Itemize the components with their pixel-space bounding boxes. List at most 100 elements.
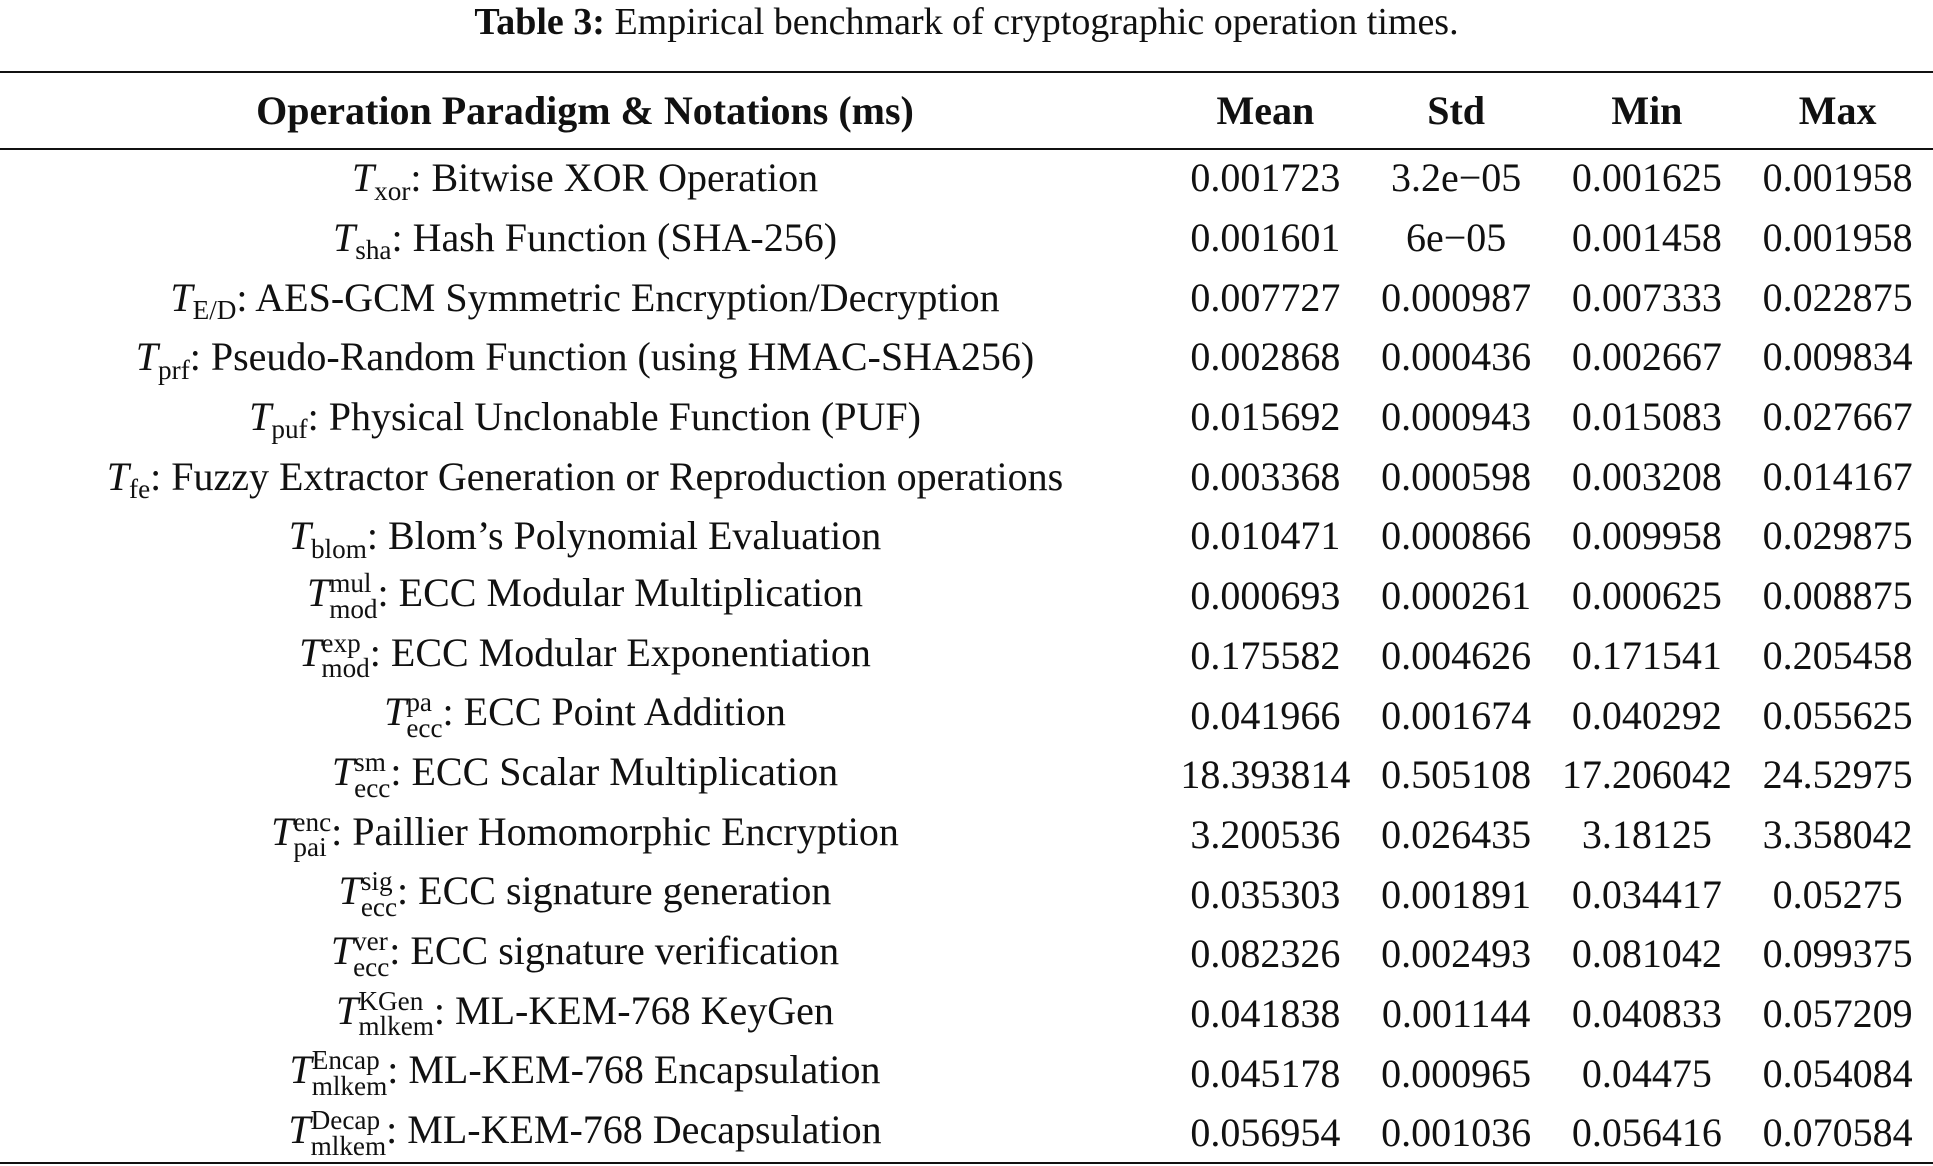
value-cell: 0.001625 — [1571, 155, 1722, 201]
symbol: T — [351, 155, 375, 201]
symbol: T — [135, 334, 159, 380]
table: Operation Paradigm & Notations (ms) Mean S… — [0, 73, 1933, 1163]
subscript: xor — [374, 175, 411, 206]
table-row: Txor: Bitwise XOR Operation 0.001723 3.2e−… — [0, 148, 1933, 208]
description: : Pseudo-Random Function (using HMAC-SHA… — [189, 334, 1035, 380]
operation-cell: TE/D: AES-GCM Symmetric Encryption/Decry… — [0, 274, 1170, 325]
superscript: sig — [360, 866, 393, 897]
operation-cell: Tpuf: Physical Unclonable Function (PUF) — [0, 393, 1170, 444]
value-cell: 17.206042 — [1561, 752, 1732, 798]
value-cell: 0.000625 — [1571, 573, 1722, 619]
value-cell: 0.003208 — [1571, 453, 1722, 499]
value-cell: 0.040833 — [1571, 990, 1722, 1036]
description: : ML-KEM-768 Decapsulation — [386, 1107, 882, 1153]
script-stack: sm ecc — [354, 748, 391, 803]
subscript: puf — [271, 414, 308, 445]
value-cell: 0.205458 — [1762, 632, 1913, 678]
symbol: T — [330, 927, 354, 973]
value-cell: 0.099375 — [1762, 931, 1913, 977]
value-cell: 0.009958 — [1571, 513, 1722, 559]
superscript: pa — [406, 687, 432, 718]
table-row: T KGen mlkem: ML-KEM-768 KeyGen 0.041838 0.0… — [0, 984, 1933, 1044]
subscript: mlkem — [310, 1130, 387, 1161]
value-cell: 0.175582 — [1190, 632, 1341, 678]
value-cell: 0.171541 — [1571, 632, 1722, 678]
operation-cell: Tfe: Fuzzy Extractor Generation or Repro… — [0, 453, 1170, 504]
value-cell: 0.022875 — [1762, 274, 1913, 320]
description: : ECC Scalar Multiplication — [390, 748, 839, 794]
script-stack: ver ecc — [353, 927, 390, 982]
value-cell: 0.041838 — [1190, 990, 1341, 1036]
subscript: sha — [355, 235, 392, 266]
description: : Physical Unclonable Function (PUF) — [307, 394, 921, 440]
symbol: T — [106, 453, 130, 499]
operation-cell: Txor: Bitwise XOR Operation — [0, 154, 1170, 205]
subscript: mod — [321, 653, 370, 684]
value-cell: 0.054084 — [1762, 1050, 1913, 1096]
value-cell: 0.082326 — [1190, 931, 1341, 977]
description: : ECC signature verification — [389, 927, 840, 973]
script-stack: enc pai — [293, 806, 332, 863]
value-cell: 0.001958 — [1762, 215, 1913, 261]
table-row: Tfe: Fuzzy Extractor Generation or Repro… — [0, 446, 1933, 506]
header-cell: Mean — [1216, 88, 1315, 133]
description: : ML-KEM-768 KeyGen — [433, 987, 834, 1033]
table-row: T Decap mlkem: ML-KEM-768 Decapsulation 0.0… — [0, 1103, 1933, 1163]
value-cell: 0.001144 — [1381, 990, 1531, 1036]
subscript: ecc — [360, 892, 398, 923]
subscript: pai — [293, 832, 327, 863]
mid-rule — [0, 148, 1933, 150]
value-cell: 0.029875 — [1762, 513, 1913, 559]
operation-cell: Tprf: Pseudo-Random Function (using HMAC… — [0, 333, 1170, 384]
subscript: fe — [129, 473, 151, 504]
operation-cell: T KGen mlkem: ML-KEM-768 KeyGen — [0, 987, 1170, 1041]
description: : AES-GCM Symmetric Encryption/Decryptio… — [236, 274, 1000, 320]
value-cell: 0.001674 — [1381, 692, 1532, 738]
symbol: T — [288, 1107, 311, 1153]
symbol: T — [299, 629, 322, 675]
value-cell: 0.027667 — [1762, 394, 1913, 440]
description: : ML-KEM-768 Encapsulation — [387, 1047, 881, 1093]
caption-label: Table 3: — [474, 1, 605, 43]
description: : Blom’s Polynomial Evaluation — [366, 513, 882, 559]
value-cell: 3.2e−05 — [1390, 155, 1522, 201]
table-row: Tsha: Hash Function (SHA-256) 0.001601 6e−… — [0, 208, 1933, 268]
value-cell: 0.001958 — [1762, 155, 1913, 201]
value-cell: 0.003368 — [1190, 453, 1341, 499]
value-cell: 0.001891 — [1381, 871, 1532, 917]
value-cell: 0.004626 — [1381, 632, 1532, 678]
subscript: mod — [329, 593, 378, 624]
value-cell: 0.014167 — [1762, 453, 1913, 499]
script-stack: sig ecc — [360, 866, 398, 923]
value-cell: 0.056954 — [1190, 1110, 1341, 1156]
table-row: T Encap mlkem: ML-KEM-768 Encapsulation 0.0… — [0, 1043, 1933, 1103]
description: : ECC Modular Multiplication — [377, 569, 864, 615]
superscript: enc — [293, 806, 332, 837]
value-cell: 0.002868 — [1190, 334, 1341, 380]
value-cell: 0.001723 — [1190, 155, 1341, 201]
description: : ECC Modular Exponentiation — [369, 629, 871, 675]
subscript: mlkem — [311, 1071, 388, 1102]
subscript: blom — [310, 533, 367, 564]
script-stack: Decap mlkem — [310, 1106, 387, 1161]
description: : Bitwise XOR Operation — [410, 155, 819, 201]
operation-cell: Tblom: Blom’s Polynomial Evaluation — [0, 512, 1170, 563]
value-cell: 0.000866 — [1381, 513, 1532, 559]
subscript: ecc — [353, 951, 390, 982]
value-cell: 3.358042 — [1762, 811, 1913, 857]
value-cell: 0.001036 — [1381, 1110, 1532, 1156]
value-cell: 0.000693 — [1190, 573, 1341, 619]
caption-text: Empirical benchmark of cryptographic ope… — [614, 1, 1459, 43]
caption: Table 3: Empirical benchmark of cryptogr… — [0, 0, 1933, 44]
value-cell: 0.000436 — [1381, 334, 1532, 380]
superscript: KGen — [358, 985, 424, 1016]
value-cell: 0.007333 — [1571, 274, 1722, 320]
symbol: T — [289, 1047, 312, 1093]
header-cell: Operation Paradigm & Notations (ms) — [256, 88, 914, 133]
subscript: ecc — [354, 772, 391, 803]
